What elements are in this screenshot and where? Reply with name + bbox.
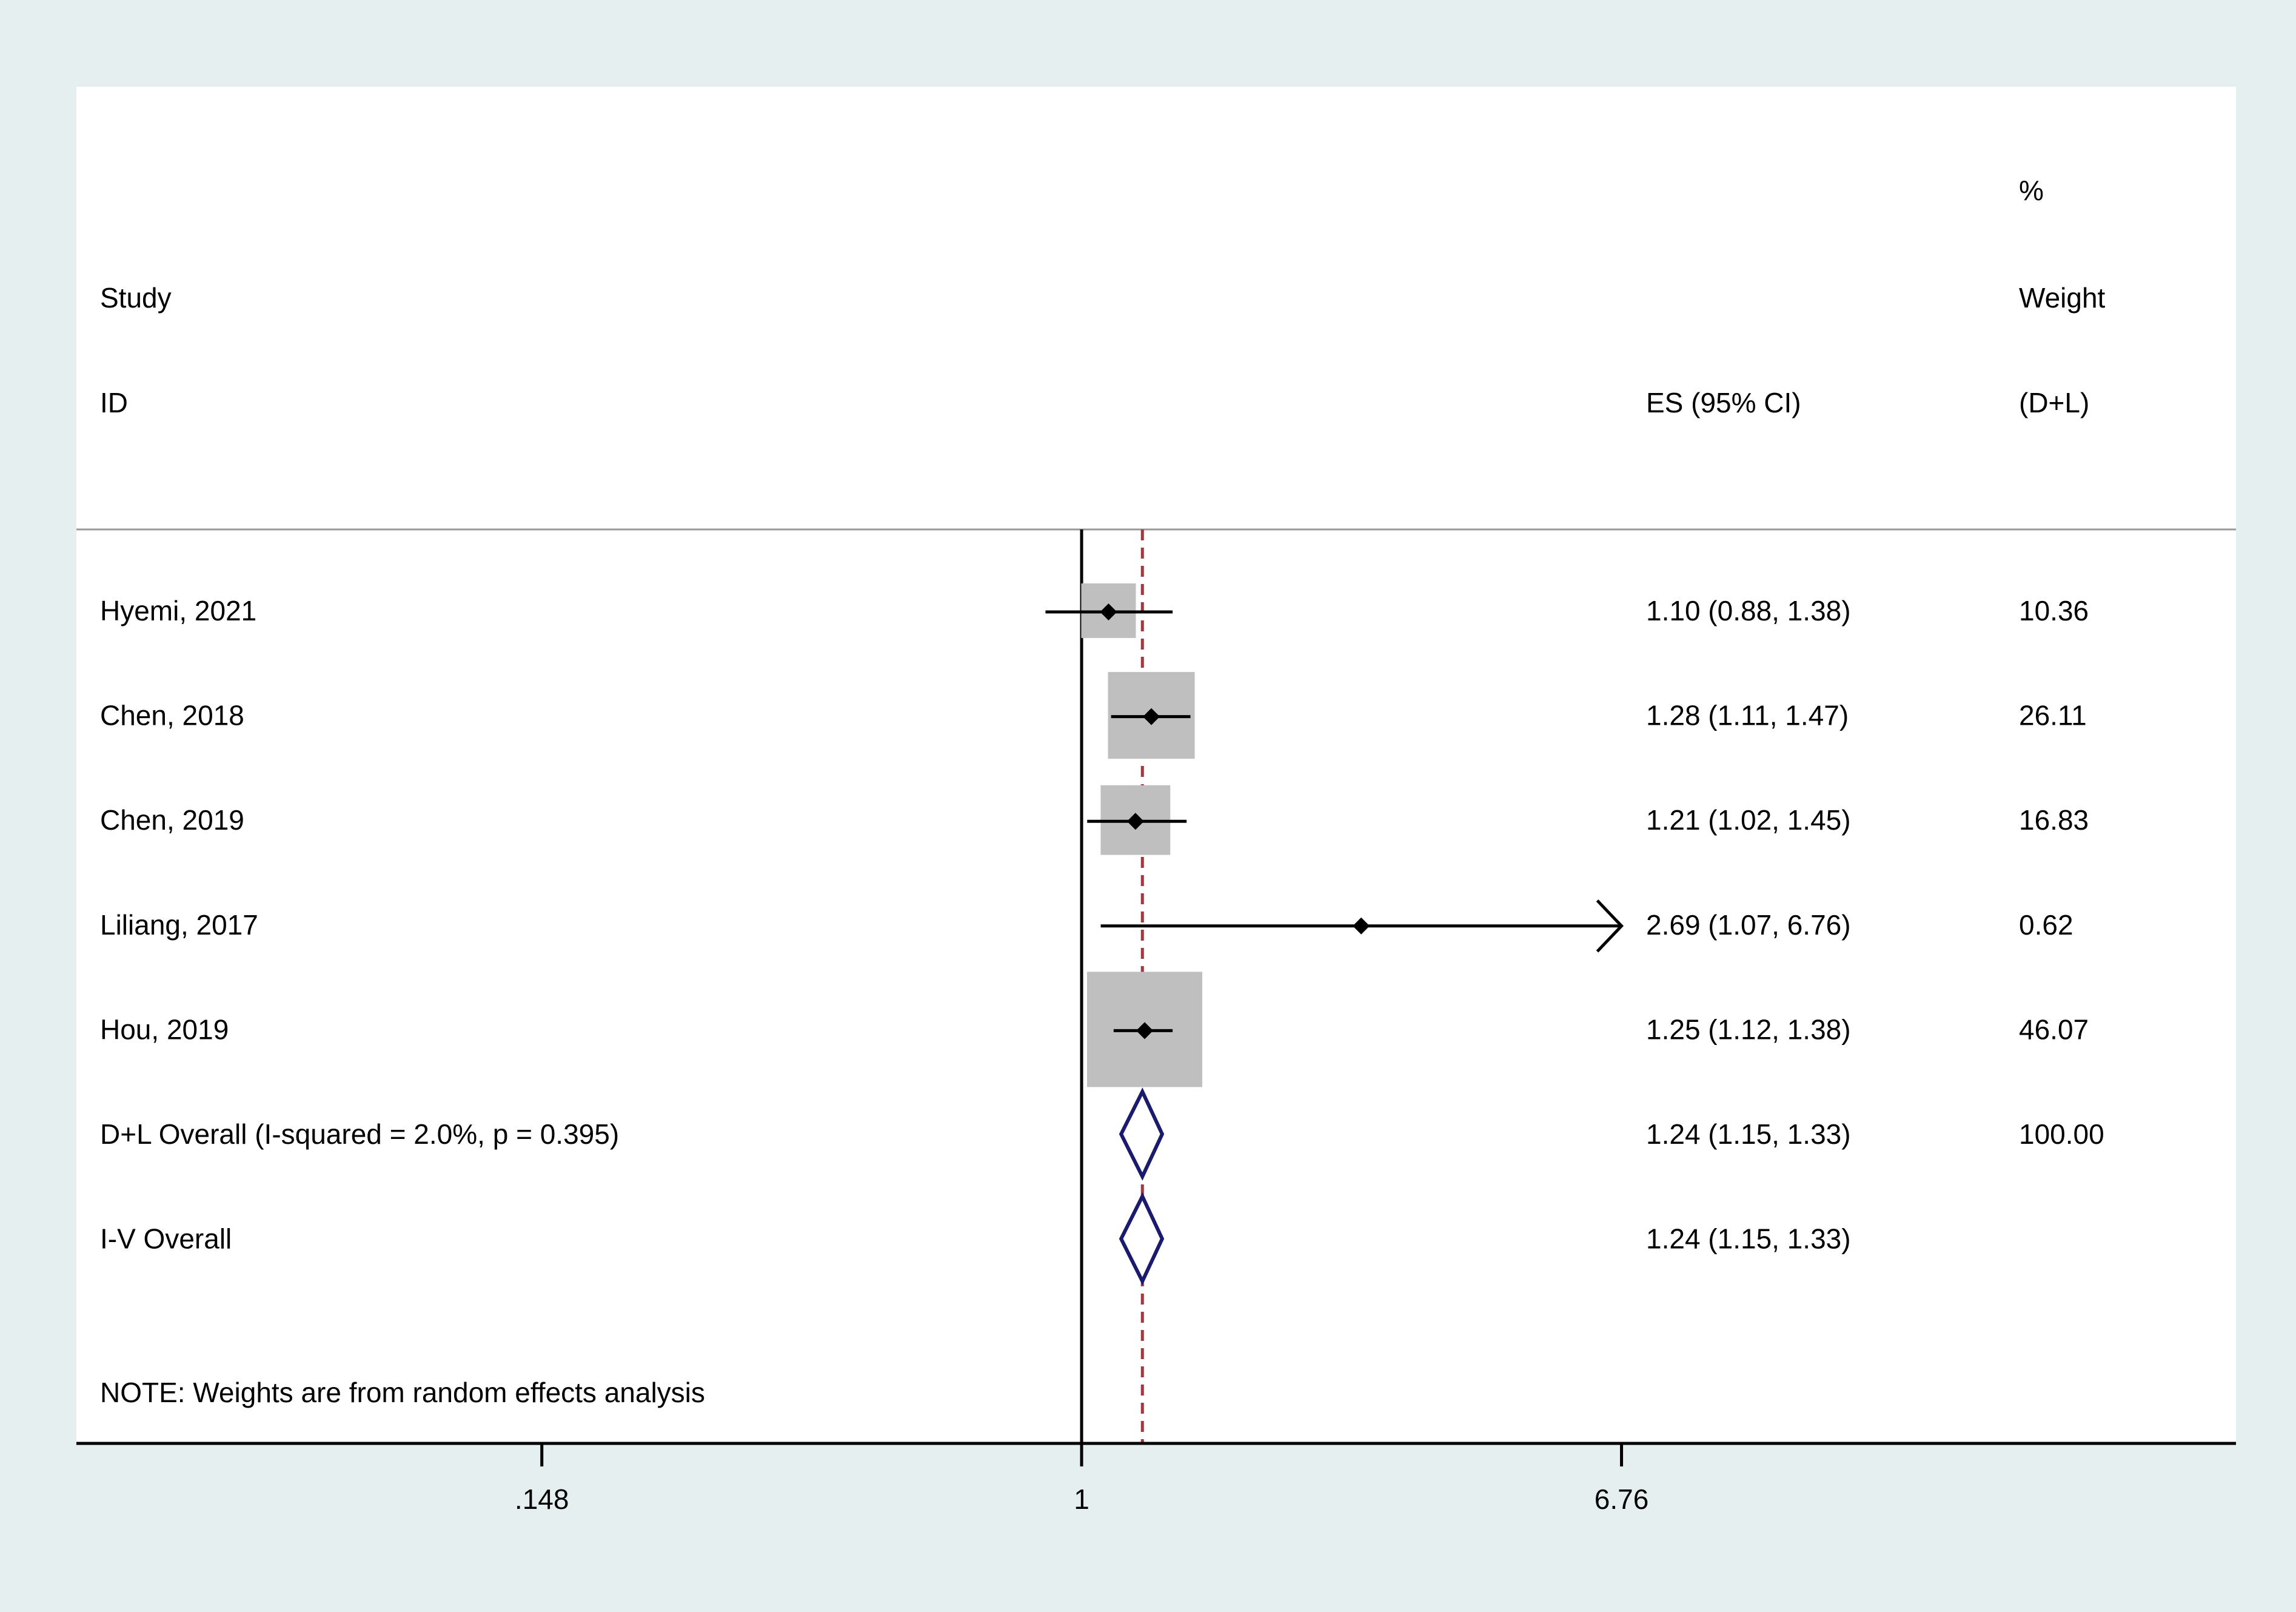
header-id: ID [100,387,128,418]
study-point-estimate [1353,917,1370,935]
header-weight: Weight [2019,282,2106,314]
note-text: NOTE: Weights are from random effects an… [100,1377,705,1408]
study-weight: 46.07 [2019,1013,2089,1045]
study-label: Liliang, 2017 [100,909,258,941]
overall-es-ci: 1.24 (1.15, 1.33) [1646,1223,1851,1255]
study-es-ci: 2.69 (1.07, 6.76) [1646,909,1851,941]
study-es-ci: 1.10 (0.88, 1.38) [1646,595,1851,626]
x-tick-label: 1 [1074,1483,1089,1515]
overall-label: D+L Overall (I-squared = 2.0%, p = 0.395… [100,1118,619,1150]
study-point-estimate [1143,708,1160,725]
study-es-ci: 1.21 (1.02, 1.45) [1646,804,1851,836]
study-label: Hou, 2019 [100,1013,229,1045]
study-point-estimate [1126,813,1144,830]
header-study: Study [100,282,172,314]
study-point-estimate [1136,1022,1153,1039]
study-weight: 16.83 [2019,804,2089,836]
study-weight: 10.36 [2019,595,2089,626]
header-es-ci: ES (95% CI) [1646,387,1801,418]
study-ci-arrow [1596,899,1624,953]
x-tick-label: 6.76 [1595,1483,1649,1515]
study-point-estimate [1100,603,1117,620]
study-label: Hyemi, 2021 [100,595,256,626]
header-dl: (D+L) [2019,387,2089,418]
plot-panel [76,87,2236,1443]
x-axis-ticks: .148 1 6.76 [515,1443,1648,1515]
header-percent: % [2019,175,2044,206]
study-es-ci: 1.25 (1.12, 1.38) [1646,1013,1851,1045]
study-es-ci: 1.28 (1.11, 1.47) [1646,700,1849,731]
study-label: Chen, 2019 [100,804,244,836]
study-weight: 0.62 [2019,909,2073,941]
x-tick-label: .148 [515,1483,569,1515]
overall-es-ci: 1.24 (1.15, 1.33) [1646,1118,1851,1150]
overall-weight: 100.00 [2019,1118,2104,1150]
study-label: Chen, 2018 [100,700,244,731]
overall-diamond [1119,1087,1165,1181]
overall-label: I-V Overall [100,1223,232,1255]
chart-marks: Hyemi, 2021 1.10 (0.88, 1.38) 10.36 Chen, 2… [100,529,2104,1443]
overall-diamond [1119,1192,1165,1286]
study-weight: 26.11 [2019,700,2087,731]
